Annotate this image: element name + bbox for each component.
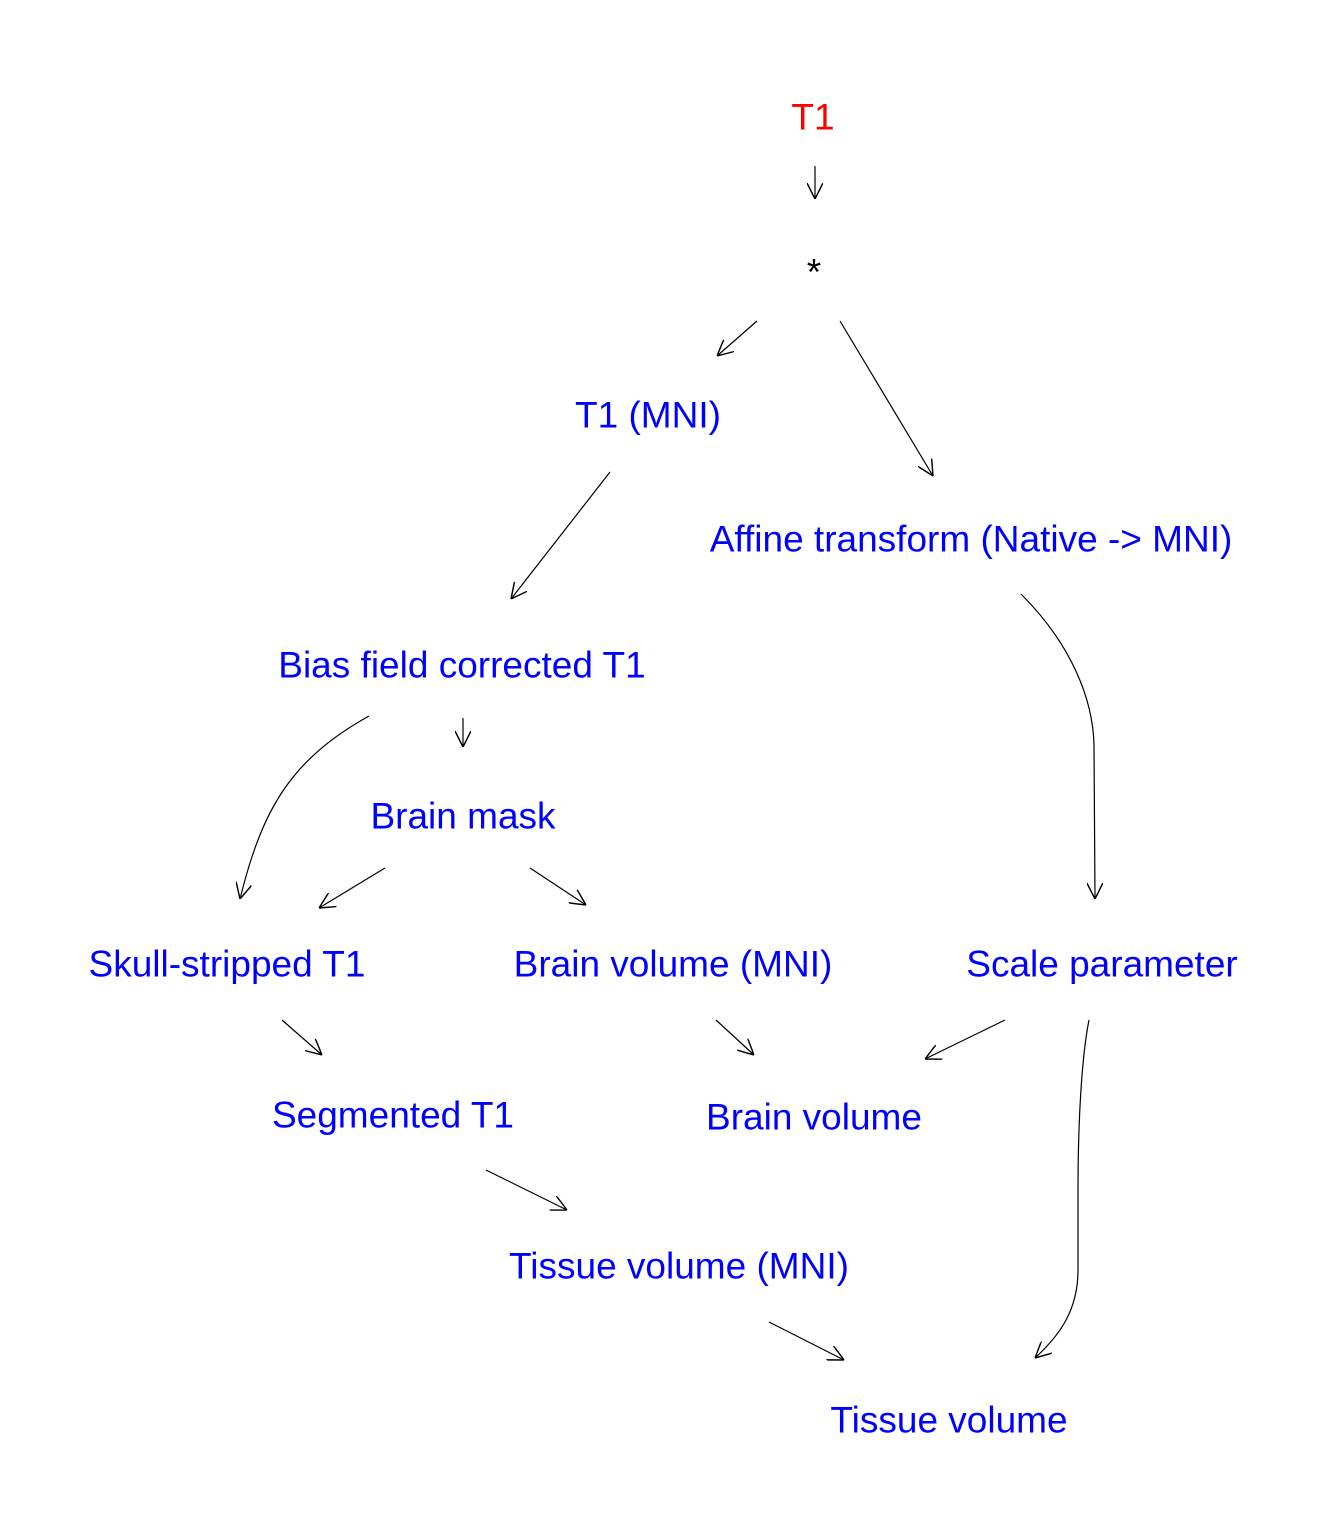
edge-brain-mask-to-skull bbox=[319, 867, 386, 908]
node-bias-field-corrected-t1: Bias field corrected T1 bbox=[278, 644, 646, 686]
node-tissue-volume: Tissue volume bbox=[830, 1399, 1068, 1441]
edge-t1-mni-to-bias bbox=[511, 471, 611, 599]
edge-brain-vol-mni-to-brain-vol bbox=[715, 1019, 754, 1055]
node-affine-transform: Affine transform (Native -> MNI) bbox=[709, 518, 1233, 560]
edge-segmented-to-tissue-vol-mni bbox=[485, 1169, 567, 1210]
edge-scale-to-tissue-vol bbox=[1035, 1019, 1090, 1358]
node-star-hub: * bbox=[806, 251, 822, 293]
edge-skull-to-segmented bbox=[281, 1019, 322, 1055]
edge-brain-mask-to-brain-vol-mni bbox=[529, 867, 586, 905]
node-t1-mni: T1 (MNI) bbox=[575, 394, 721, 436]
node-t1: T1 bbox=[791, 96, 835, 138]
edge-star-to-t1-mni bbox=[717, 320, 758, 356]
node-brain-volume-mni: Brain volume (MNI) bbox=[513, 943, 833, 985]
edge-star-to-affine bbox=[839, 320, 933, 476]
node-skull-stripped-t1: Skull-stripped T1 bbox=[88, 943, 366, 985]
edge-tissue-vol-mni-to-tissue-vol bbox=[768, 1321, 844, 1360]
node-brain-volume: Brain volume bbox=[706, 1096, 922, 1138]
edge-bias-to-skull bbox=[240, 715, 370, 899]
node-tissue-volume-mni: Tissue volume (MNI) bbox=[509, 1245, 849, 1287]
node-segmented-t1: Segmented T1 bbox=[271, 1094, 515, 1136]
edge-scale-to-brain-vol bbox=[925, 1019, 1006, 1059]
node-brain-mask: Brain mask bbox=[370, 795, 556, 837]
edge-affine-to-scale bbox=[1020, 593, 1095, 899]
node-scale-parameter: Scale parameter bbox=[966, 943, 1238, 985]
